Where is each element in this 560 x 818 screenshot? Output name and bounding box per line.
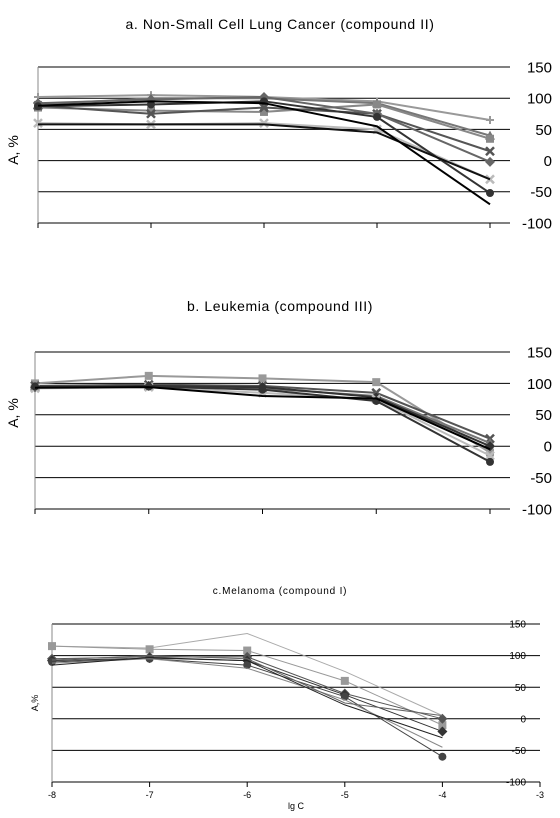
series-line	[34, 386, 491, 451]
data-point	[33, 118, 43, 129]
chart-panel-a: a. Non-Small Cell Lung Cancer (compound …	[0, 0, 560, 260]
y-tick-label: 50	[535, 407, 552, 424]
chart-title-c: c.Melanoma (compound I)	[212, 586, 348, 597]
series-7	[51, 655, 443, 717]
chart-panel-c: c.Melanoma (compound I) 150 100 50 0 -50 -100…	[0, 520, 560, 818]
y-tick-label: 150	[527, 344, 552, 361]
data-point	[147, 100, 155, 109]
x-tick-label: -6	[243, 790, 251, 800]
data-point	[243, 646, 252, 655]
data-point	[145, 645, 154, 654]
series-5	[30, 382, 495, 461]
data-point	[146, 108, 156, 119]
data-point	[486, 448, 494, 457]
series-line	[35, 385, 491, 463]
chart-b-grid	[35, 351, 510, 510]
series-line	[34, 386, 491, 457]
data-point	[48, 642, 56, 651]
series-line	[34, 384, 491, 448]
x-axis-label: lg C	[288, 801, 305, 811]
y-axis-label: A, %	[5, 398, 21, 428]
data-point	[486, 134, 494, 143]
data-point	[486, 189, 494, 198]
series-9	[37, 100, 491, 206]
series-line	[51, 658, 443, 748]
series-line	[37, 100, 491, 206]
y-tick-label: -50	[530, 470, 552, 487]
data-point	[438, 752, 447, 761]
chart-c-plot: 150 100 50 0 -50 -100 -8 -7 -6 -5 -4 -3 lg C A,%	[30, 620, 544, 811]
y-tick-label: 100	[527, 376, 552, 393]
y-tick-label: 150	[527, 59, 552, 76]
y-tick-label: -100	[522, 215, 552, 232]
data-point	[373, 112, 381, 121]
data-point	[437, 713, 448, 724]
data-point	[259, 102, 269, 113]
y-tick-label: 0	[544, 439, 552, 456]
y-tick-label: 150	[509, 620, 526, 631]
x-tick-label: -5	[341, 790, 349, 800]
y-tick-label: 50	[515, 683, 527, 694]
data-point	[147, 106, 155, 115]
x-tick-label: -7	[146, 790, 154, 800]
chart-b-plot: 150 100 50 0 -50 -100 A, %	[5, 344, 552, 518]
x-tick-label: -4	[438, 790, 446, 800]
y-tick-label: 100	[509, 651, 526, 662]
data-point	[486, 457, 494, 466]
chart-a-plot: 150 100 50 0 -50 -100 A, %	[5, 59, 552, 232]
series-1	[51, 632, 443, 717]
series-6	[51, 658, 443, 748]
data-point	[373, 100, 381, 109]
data-point	[260, 107, 268, 116]
y-tick-label: 0	[544, 153, 552, 170]
data-point	[372, 378, 381, 387]
data-point	[438, 721, 447, 730]
y-axis-label: A,%	[30, 695, 40, 712]
y-tick-label: -50	[512, 746, 527, 757]
y-tick-label: 100	[527, 91, 552, 108]
series-5	[48, 654, 447, 761]
data-point	[259, 118, 269, 129]
y-tick-label: -50	[530, 184, 552, 201]
data-point	[437, 726, 448, 737]
chart-title-a: a. Non-Small Cell Lung Cancer (compound …	[125, 16, 435, 32]
chart-title-b: b. Leukemia (compound III)	[186, 298, 374, 314]
y-tick-label: 0	[520, 714, 526, 725]
chart-panel-b: b. Leukemia (compound III) 150 100 50 0 -50 -…	[0, 260, 560, 520]
series-line	[51, 656, 443, 739]
x-tick-label: -8	[48, 790, 56, 800]
series-7	[34, 386, 491, 451]
chart-c-grid	[52, 623, 540, 783]
data-point	[485, 146, 495, 157]
data-point	[258, 374, 267, 383]
data-point	[258, 385, 267, 394]
y-tick-label: 50	[535, 122, 552, 139]
data-point	[485, 441, 495, 452]
x-tick-label: -3	[536, 790, 544, 800]
data-point	[144, 371, 153, 380]
data-point	[31, 382, 39, 391]
data-point	[486, 116, 494, 125]
series-2	[48, 642, 447, 730]
data-point	[485, 156, 495, 167]
series-line	[51, 655, 443, 717]
series-8	[38, 123, 491, 181]
data-point	[34, 102, 42, 111]
series-8	[51, 656, 443, 739]
chart-a-grid	[38, 66, 510, 224]
series-line	[51, 632, 443, 717]
y-tick-label: -100	[506, 778, 526, 789]
series-line	[38, 123, 491, 181]
data-point	[243, 661, 252, 670]
y-tick-label: -100	[522, 501, 552, 518]
data-point	[485, 450, 495, 461]
data-point	[340, 676, 349, 685]
y-axis-label: A, %	[5, 135, 21, 165]
